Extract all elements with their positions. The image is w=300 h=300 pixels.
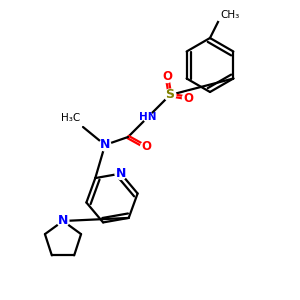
Text: HN: HN [139, 112, 157, 122]
Circle shape [164, 89, 176, 101]
Circle shape [57, 215, 69, 227]
Circle shape [143, 112, 153, 122]
Text: N: N [58, 214, 68, 227]
Text: O: O [162, 70, 172, 83]
Text: H₃C: H₃C [61, 113, 80, 123]
Circle shape [182, 92, 194, 104]
Text: CH₃: CH₃ [220, 10, 239, 20]
Text: O: O [141, 140, 151, 154]
Circle shape [140, 142, 152, 152]
Text: S: S [166, 88, 175, 101]
Circle shape [115, 168, 127, 179]
Text: N: N [116, 167, 126, 180]
Text: N: N [100, 139, 110, 152]
Text: O: O [183, 92, 193, 104]
Circle shape [99, 139, 111, 151]
Circle shape [161, 71, 172, 82]
